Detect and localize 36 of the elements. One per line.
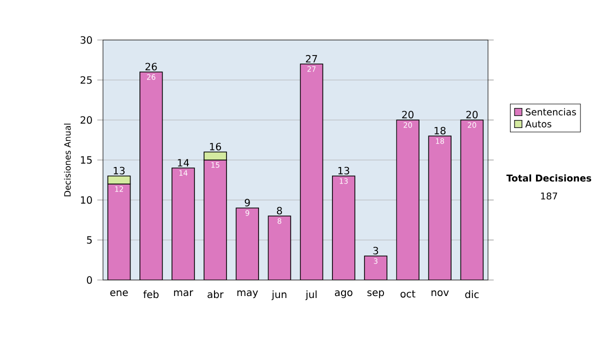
x-tick-label: sep bbox=[367, 290, 384, 298]
text: 187 bbox=[541, 192, 558, 200]
total-label: 13 bbox=[338, 166, 350, 174]
total-label: 8 bbox=[276, 206, 282, 214]
total-label: 26 bbox=[145, 62, 157, 70]
y-tick-label: 15 bbox=[80, 156, 92, 164]
x-tick-label: may bbox=[237, 290, 258, 298]
x-tick-label: jul bbox=[305, 290, 317, 300]
text: Total Decisiones bbox=[506, 174, 592, 182]
total-label: 16 bbox=[210, 142, 222, 150]
x-tick-label: abr bbox=[208, 290, 224, 298]
total-label: 3 bbox=[373, 246, 378, 254]
x-tick-label: nov bbox=[432, 290, 449, 296]
total-label: 27 bbox=[306, 54, 318, 62]
legend-label: Sentencias bbox=[526, 108, 576, 116]
y-tick-label: 30 bbox=[80, 36, 92, 44]
total-label: 20 bbox=[466, 110, 478, 118]
y-tick-label: 25 bbox=[80, 76, 92, 84]
total-label: 18 bbox=[434, 126, 446, 134]
legend-label: Autos bbox=[525, 120, 552, 128]
x-tick-label: mar bbox=[174, 290, 194, 296]
x-tick-label: dic bbox=[465, 290, 479, 298]
total-label: 13 bbox=[114, 166, 125, 174]
y-tick-label: 5 bbox=[87, 236, 92, 244]
x-tick-label: oct bbox=[400, 290, 416, 298]
x-tick-label: feb bbox=[143, 290, 159, 298]
y-axis-title: Decisiones Anual bbox=[64, 124, 71, 196]
total-label: 9 bbox=[244, 198, 250, 206]
x-tick-label: ago bbox=[334, 290, 352, 298]
y-tick-label: 0 bbox=[86, 276, 92, 284]
y-tick-label: 20 bbox=[80, 116, 92, 124]
x-tick-label: ene bbox=[110, 290, 128, 296]
y-tick-label: 10 bbox=[80, 196, 92, 204]
x-tick-label: jun bbox=[272, 290, 286, 300]
total-label: 14 bbox=[178, 159, 189, 166]
total-label: 20 bbox=[402, 110, 414, 118]
